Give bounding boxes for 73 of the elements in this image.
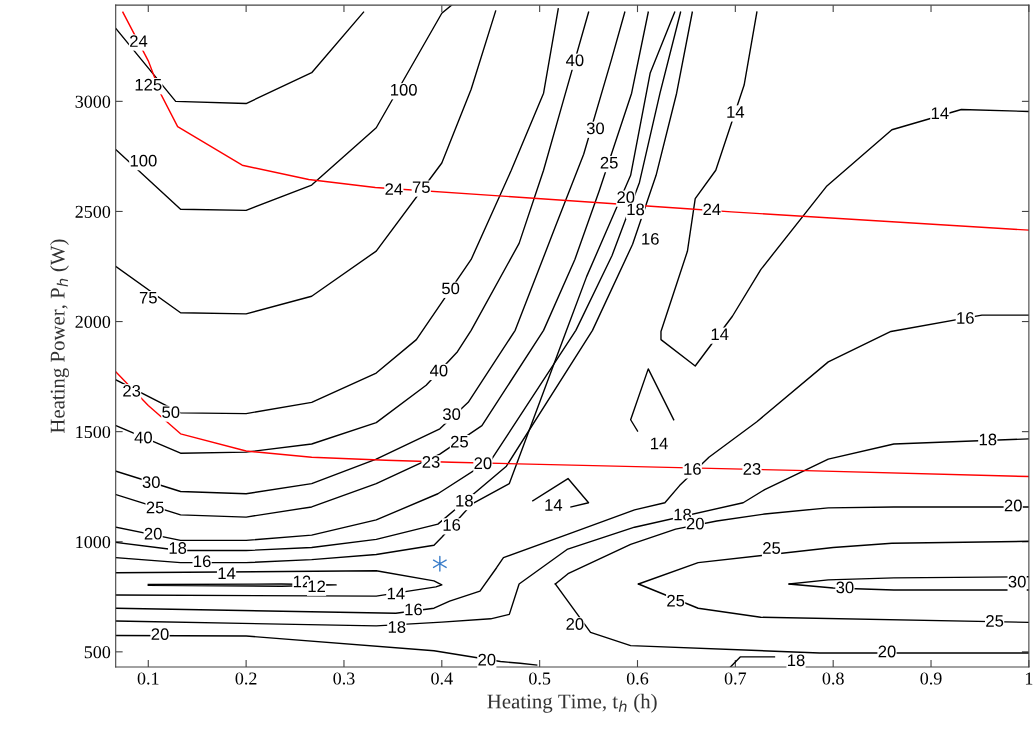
annotation: 30 — [836, 581, 854, 594]
annotation: 100 — [130, 154, 157, 167]
annotation: 14 — [651, 437, 668, 450]
annotation: 20 — [566, 618, 584, 630]
annotation: 16 — [684, 463, 701, 475]
annotation: 20 — [1004, 499, 1022, 512]
annotation: 25 — [667, 594, 685, 607]
y-tick-label: 2500 — [75, 205, 111, 218]
x-tick-label: 0.8 — [822, 672, 844, 685]
annotation: 18 — [388, 621, 406, 633]
annotation: 25 — [450, 435, 468, 448]
y-axis-title: Heating Power, P$_{h}$ (W) — [50, 239, 69, 434]
annotation: 18 — [627, 203, 645, 216]
x-tick-label: 0.7 — [724, 672, 747, 685]
annotation: 40 — [565, 54, 584, 67]
x-tick-label: 0.3 — [333, 672, 355, 685]
annotation: 12 — [308, 580, 325, 593]
annotation: 30 — [142, 476, 160, 489]
x-tick-label: 0.1 — [137, 672, 159, 685]
annotation: 24 — [385, 183, 403, 195]
annotation: 16 — [642, 232, 659, 245]
annotation: 75 — [412, 181, 430, 194]
annotation: 50 — [442, 282, 460, 295]
annotation: 25 — [986, 615, 1004, 627]
x-tick-label: 0.2 — [235, 672, 257, 685]
annotation: 25 — [146, 501, 164, 514]
annotation: 20 — [478, 653, 496, 666]
annotation: 20 — [474, 457, 492, 470]
annotation: 14 — [931, 107, 949, 119]
annotation: 23 — [422, 456, 440, 468]
annotation: 14 — [218, 567, 236, 580]
annotation: 30 — [1008, 575, 1026, 588]
annotation: 14 — [387, 587, 405, 600]
annotation: 20 — [151, 628, 169, 641]
x-tick-label: 0.4 — [431, 672, 453, 685]
y-tick-label: 2000 — [75, 315, 111, 328]
x-tick-label: 0.6 — [626, 672, 649, 685]
annotation: 18 — [169, 542, 187, 554]
annotation: 25 — [600, 156, 618, 169]
annotation: 30 — [442, 408, 461, 421]
annotation: 30 — [586, 122, 605, 135]
annotation: 20 — [878, 645, 896, 658]
annotation: 16 — [443, 519, 461, 531]
annotation: 24 — [703, 203, 721, 216]
y-tick-label: 1500 — [76, 425, 111, 439]
y-tick-label: 500 — [84, 646, 111, 659]
annotation: 125 — [135, 78, 162, 91]
annotation: 14 — [727, 106, 745, 118]
annotation: 50 — [162, 406, 180, 419]
annotation: 20 — [617, 191, 635, 204]
annotation: 18 — [788, 654, 805, 667]
annotation: 40 — [134, 431, 152, 444]
annotation: 23 — [743, 463, 761, 475]
x-axis-title: Heating Time, t$_{h}$ (h) — [487, 693, 657, 713]
annotation: 25 — [763, 542, 781, 554]
annotation: 40 — [429, 364, 448, 377]
annotation: 14 — [545, 499, 563, 511]
annotation: 16 — [194, 555, 211, 568]
annotation: 75 — [139, 291, 157, 304]
x-tick-label: 0.9 — [920, 672, 942, 685]
annotation: 23 — [123, 384, 141, 397]
annotation: 24 — [130, 35, 148, 47]
annotation: 14 — [711, 328, 729, 340]
annotation: 20 — [144, 527, 162, 540]
x-tick-label: 1 — [1025, 672, 1033, 685]
annotation: 16 — [405, 603, 422, 616]
x-tick-label: 0.5 — [529, 672, 551, 685]
annotation: 16 — [957, 312, 974, 324]
annotation: 18 — [979, 433, 997, 446]
y-tick-label: 3000 — [75, 95, 111, 108]
y-tick-label: 1000 — [76, 536, 111, 549]
annotation: 18 — [456, 494, 473, 507]
annotation: 100 — [391, 83, 417, 96]
